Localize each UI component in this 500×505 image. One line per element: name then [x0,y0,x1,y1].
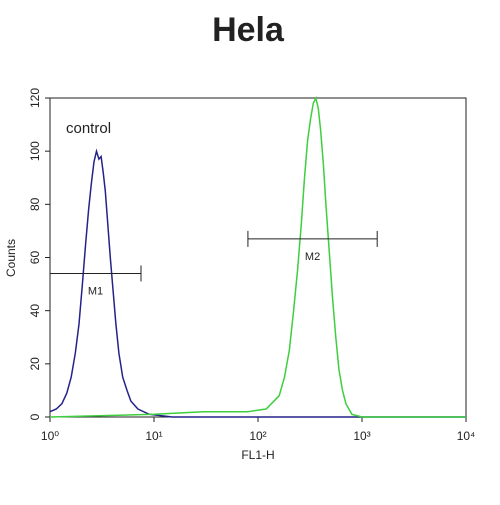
chart-title: Hela [212,11,285,49]
histogram-line [49,148,466,418]
gate-label: M1 [88,285,103,297]
x-tick-label: 10⁴ [457,429,476,443]
y-axis-label: Counts [4,239,18,277]
y-tick-label: 40 [28,304,42,318]
x-tick-label: 10⁰ [41,429,59,443]
gate-marker [49,265,142,282]
x-axis-label: FL1-H [241,448,274,462]
gate-marker [247,230,378,247]
x-tick-label: 10³ [353,429,370,443]
gate-label: M2 [305,251,320,263]
y-tick-label: 120 [28,88,42,108]
histogram-line [49,95,466,418]
y-tick-label: 60 [28,251,42,265]
x-tick-label: 10² [249,429,266,443]
y-tick-label: 0 [28,413,42,420]
y-tick-label: 80 [28,197,42,211]
x-tick-label: 10¹ [145,429,162,443]
annotation: control [66,120,111,137]
y-tick-label: 100 [28,141,42,161]
plot-frame [49,97,467,418]
y-tick-label: 20 [28,357,42,371]
